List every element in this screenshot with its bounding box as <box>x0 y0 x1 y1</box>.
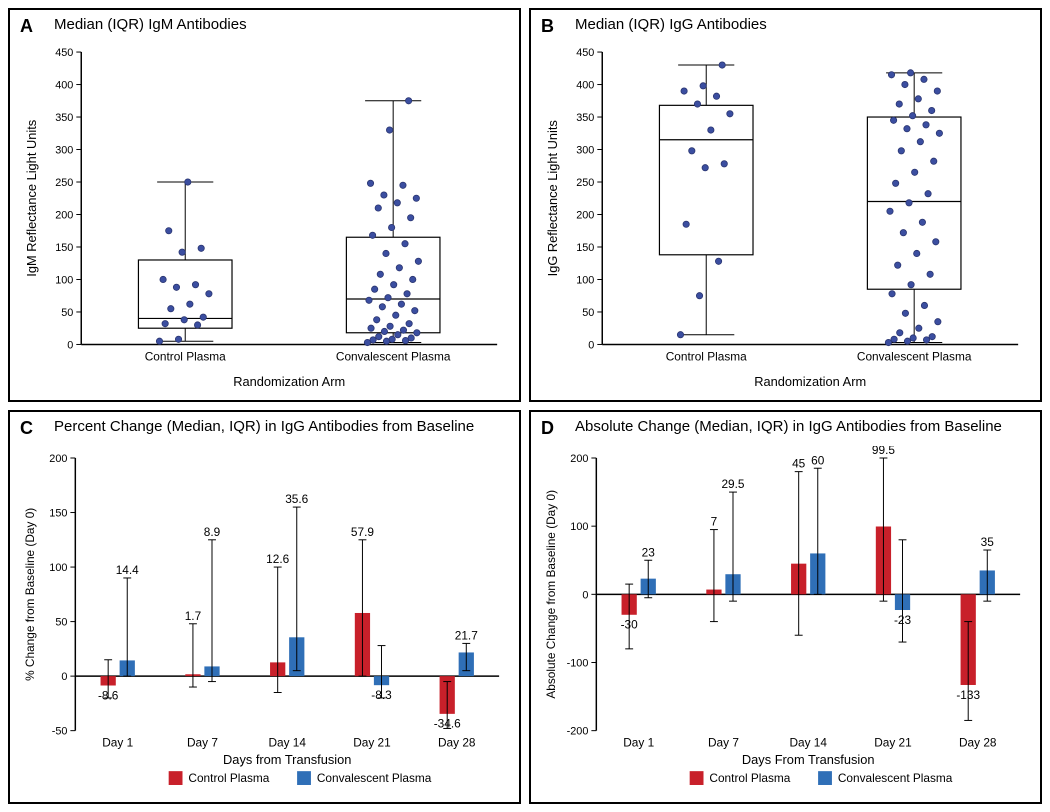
svg-text:100: 100 <box>55 274 73 286</box>
svg-text:-200: -200 <box>567 726 589 738</box>
svg-text:200: 200 <box>570 453 588 465</box>
svg-text:Day 14: Day 14 <box>789 735 827 749</box>
svg-text:Control Plasma: Control Plasma <box>188 771 269 785</box>
panel-a-letter: A <box>20 16 33 37</box>
svg-text:350: 350 <box>576 112 594 124</box>
svg-text:400: 400 <box>576 79 594 91</box>
svg-text:100: 100 <box>576 274 594 286</box>
svg-text:150: 150 <box>576 242 594 254</box>
svg-text:-8.3: -8.3 <box>371 688 392 702</box>
svg-text:1.7: 1.7 <box>185 609 201 623</box>
panel-b: B Median (IQR) IgG Antibodies 0 50 100 150 2… <box>529 8 1042 402</box>
panel-d-letter: D <box>541 418 554 439</box>
svg-text:Randomization Arm: Randomization Arm <box>233 374 345 389</box>
svg-text:% Change from Baseline (Day 0): % Change from Baseline (Day 0) <box>23 508 37 681</box>
svg-text:Control Plasma: Control Plasma <box>145 349 226 363</box>
svg-text:450: 450 <box>55 47 73 59</box>
panel-b-title: Median (IQR) IgG Antibodies <box>575 16 767 33</box>
svg-text:Convalescent Plasma: Convalescent Plasma <box>857 349 972 363</box>
svg-text:12.6: 12.6 <box>266 552 289 566</box>
svg-text:Convalescent Plasma: Convalescent Plasma <box>336 349 451 363</box>
svg-text:IgG Reflectance Light Units: IgG Reflectance Light Units <box>545 120 560 276</box>
svg-text:45: 45 <box>792 457 806 471</box>
svg-text:0: 0 <box>588 339 594 351</box>
panel-b-letter: B <box>541 16 554 37</box>
svg-text:-100: -100 <box>567 657 589 669</box>
panel-a-chart: 0 50 100 150 200 250 300 350 400 450 IgM Reflectan… <box>20 44 509 394</box>
svg-text:57.9: 57.9 <box>351 525 374 539</box>
figure-grid: A Median (IQR) IgM Antibodies 0 50 100 150 2… <box>8 8 1042 804</box>
panel-d-title: Absolute Change (Median, IQR) in IgG Ant… <box>575 418 1002 435</box>
panel-c-letter: C <box>20 418 33 439</box>
svg-text:0: 0 <box>582 589 588 601</box>
svg-text:21.7: 21.7 <box>455 628 478 642</box>
svg-text:Days from Transfusion: Days from Transfusion <box>223 752 351 767</box>
panel-a-title: Median (IQR) IgM Antibodies <box>54 16 247 33</box>
svg-text:450: 450 <box>576 47 594 59</box>
svg-text:Day 21: Day 21 <box>353 735 391 749</box>
svg-text:8.9: 8.9 <box>204 525 221 539</box>
svg-text:-34.6: -34.6 <box>434 717 461 731</box>
svg-text:Day 28: Day 28 <box>438 735 476 749</box>
svg-text:Control Plasma: Control Plasma <box>709 771 790 785</box>
svg-text:Day 7: Day 7 <box>187 735 218 749</box>
svg-text:IgM Reflectance Light Units: IgM Reflectance Light Units <box>24 120 39 277</box>
svg-text:Day 1: Day 1 <box>623 735 654 749</box>
svg-text:50: 50 <box>61 307 73 319</box>
svg-text:300: 300 <box>576 144 594 156</box>
svg-text:60: 60 <box>811 453 825 467</box>
svg-text:35.6: 35.6 <box>285 492 308 506</box>
svg-text:200: 200 <box>576 209 594 221</box>
panel-c-title: Percent Change (Median, IQR) in IgG Anti… <box>54 418 474 435</box>
svg-text:150: 150 <box>55 242 73 254</box>
svg-text:Control Plasma: Control Plasma <box>666 349 747 363</box>
svg-text:Day 21: Day 21 <box>874 735 912 749</box>
panel-d-chart: -200 -100 0 100 200 Absolute Change from Base… <box>541 446 1030 796</box>
svg-text:0: 0 <box>61 671 67 683</box>
panel-b-chart: 0 50 100 150 200 250 300 350 400 450 IgG Reflectan… <box>541 44 1030 394</box>
svg-text:250: 250 <box>576 177 594 189</box>
svg-text:Day 7: Day 7 <box>708 735 739 749</box>
svg-text:14.4: 14.4 <box>116 563 139 577</box>
svg-text:-8.6: -8.6 <box>98 688 119 702</box>
panel-a: A Median (IQR) IgM Antibodies 0 50 100 150 2… <box>8 8 521 402</box>
svg-text:200: 200 <box>49 453 67 465</box>
svg-text:100: 100 <box>49 562 67 574</box>
svg-text:50: 50 <box>55 617 67 629</box>
panel-a-svg: 0 50 100 150 200 250 300 350 400 450 IgM Reflectan… <box>20 44 509 394</box>
svg-text:23: 23 <box>642 545 656 559</box>
svg-text:300: 300 <box>55 144 73 156</box>
svg-text:-133: -133 <box>956 688 980 702</box>
svg-text:29.5: 29.5 <box>721 477 744 491</box>
svg-text:35: 35 <box>981 535 995 549</box>
svg-text:-30: -30 <box>621 618 639 632</box>
panel-c-chart: -50 0 50 100 150 200 % Change from Baseline (D… <box>20 446 509 796</box>
svg-text:Day 28: Day 28 <box>959 735 997 749</box>
svg-text:Day 14: Day 14 <box>268 735 306 749</box>
svg-text:7: 7 <box>711 515 718 529</box>
svg-text:Convalescent Plasma: Convalescent Plasma <box>317 771 432 785</box>
panel-c: C Percent Change (Median, IQR) in IgG An… <box>8 410 521 804</box>
panel-d: D Absolute Change (Median, IQR) in IgG A… <box>529 410 1042 804</box>
svg-text:Randomization Arm: Randomization Arm <box>754 374 866 389</box>
svg-text:150: 150 <box>49 507 67 519</box>
svg-text:Day 1: Day 1 <box>102 735 133 749</box>
svg-text:0: 0 <box>67 339 73 351</box>
panel-b-svg: 0 50 100 150 200 250 300 350 400 450 IgG Reflectan… <box>541 44 1030 394</box>
svg-text:Absolute Change from Baseline: Absolute Change from Baseline (Day 0) <box>544 490 558 699</box>
svg-text:99.5: 99.5 <box>872 446 895 457</box>
svg-text:400: 400 <box>55 79 73 91</box>
svg-text:200: 200 <box>55 209 73 221</box>
panel-d-svg: -200 -100 0 100 200 Absolute Change from Base… <box>541 446 1030 796</box>
svg-text:-50: -50 <box>52 726 68 738</box>
svg-text:-23: -23 <box>894 613 912 627</box>
svg-text:100: 100 <box>570 521 588 533</box>
svg-text:Convalescent Plasma: Convalescent Plasma <box>838 771 953 785</box>
svg-text:50: 50 <box>582 307 594 319</box>
svg-text:250: 250 <box>55 177 73 189</box>
panel-c-svg: -50 0 50 100 150 200 % Change from Baseline (D… <box>20 446 509 796</box>
svg-text:Days From Transfusion: Days From Transfusion <box>742 752 875 767</box>
svg-text:350: 350 <box>55 112 73 124</box>
